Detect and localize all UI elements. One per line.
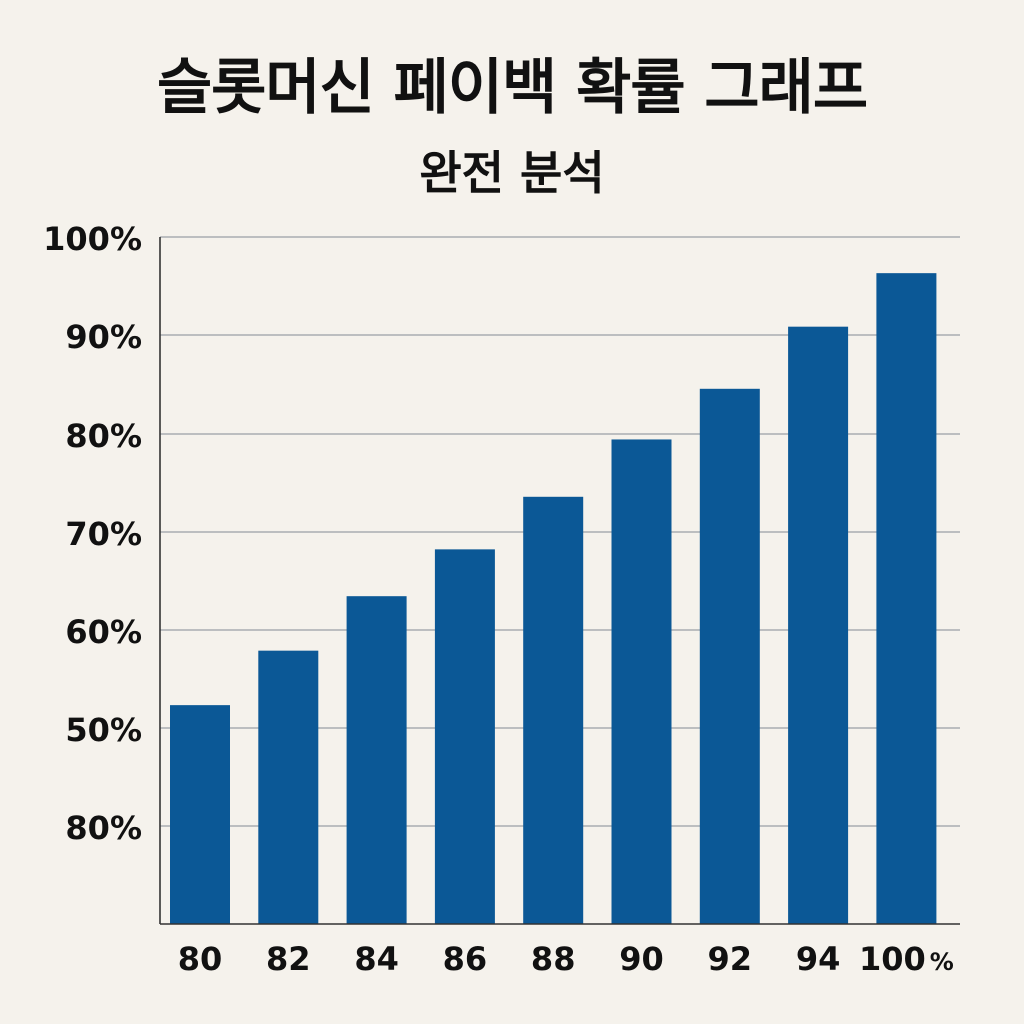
bar: [346, 596, 407, 924]
axes: [159, 237, 960, 925]
bar: [699, 388, 760, 924]
x-tick-label: 94: [796, 940, 841, 978]
x-tick-label: 80: [178, 940, 223, 978]
bar: [523, 496, 584, 924]
bar: [788, 326, 849, 924]
chart-title: 슬롯머신 페이백 확률 그래프: [156, 53, 868, 123]
x-tick-label: 86: [443, 940, 488, 978]
y-tick-label: 70%: [65, 515, 142, 553]
chart-subtitle: 완전 분석: [419, 146, 605, 200]
bars: [170, 273, 937, 924]
x-tick-label: 88: [531, 940, 576, 978]
x-tick-label: 100%: [859, 940, 954, 978]
x-tick-label: 84: [354, 940, 399, 978]
y-tick-label: 80%: [65, 809, 142, 847]
y-tick-label: 100%: [43, 220, 142, 258]
y-tick-label: 50%: [65, 711, 142, 749]
x-tick-label: 92: [708, 940, 753, 978]
x-tick-label: 90: [619, 940, 664, 978]
bar: [258, 650, 319, 924]
y-tick-label: 60%: [65, 613, 142, 651]
bar: [611, 439, 672, 924]
bar: [434, 549, 495, 924]
bar: [876, 273, 937, 924]
x-tick-label: 82: [266, 940, 311, 978]
y-tick-labels: 80% 50% 60% 70% 80% 90% 100%: [43, 220, 142, 847]
y-tick-label: 90%: [65, 318, 142, 356]
bar: [170, 705, 230, 924]
y-tick-label: 80%: [65, 417, 142, 455]
x-tick-labels: 80 82 84 86 88 90 92 94 100%: [178, 940, 954, 978]
